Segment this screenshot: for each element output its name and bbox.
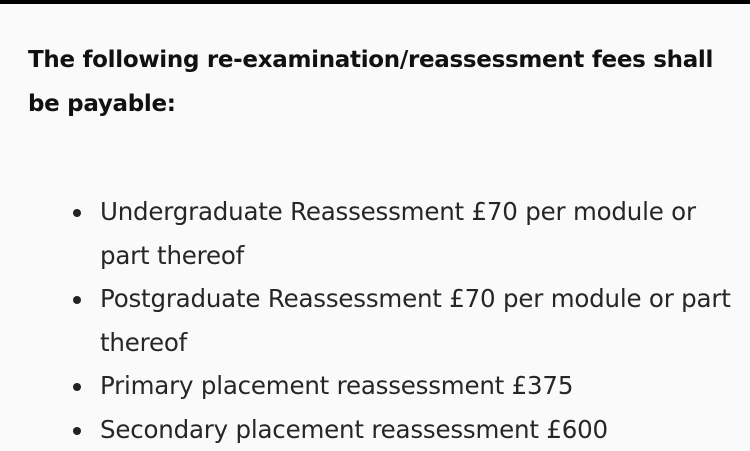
bullet-icon: [73, 209, 81, 217]
list-item-text: Undergraduate Reassessment £70 per modul…: [100, 197, 696, 270]
list-item: Undergraduate Reassessment £70 per modul…: [0, 190, 740, 277]
top-bar: [0, 0, 750, 4]
list-item-text: Secondary placement reassessment £600: [100, 415, 608, 444]
bullet-icon: [73, 427, 81, 435]
list-item-text: Postgraduate Reassessment £70 per module…: [100, 284, 731, 357]
list-item: Primary placement reassessment £375: [0, 364, 740, 408]
fees-heading: The following re-examination/reassessmen…: [28, 38, 738, 126]
list-item: Postgraduate Reassessment £70 per module…: [0, 277, 740, 364]
fees-list: Undergraduate Reassessment £70 per modul…: [0, 190, 740, 451]
bullet-icon: [73, 383, 81, 391]
list-item: Secondary placement reassessment £600: [0, 408, 740, 451]
bullet-icon: [73, 296, 81, 304]
list-item-text: Primary placement reassessment £375: [100, 371, 573, 400]
